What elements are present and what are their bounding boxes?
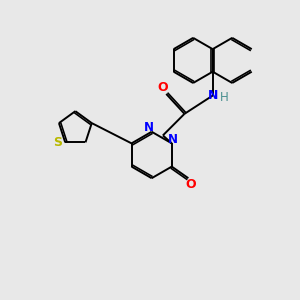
Text: N: N bbox=[167, 133, 177, 146]
Text: S: S bbox=[53, 136, 62, 149]
Text: O: O bbox=[158, 82, 168, 94]
Text: H: H bbox=[220, 91, 229, 104]
Text: N: N bbox=[144, 121, 154, 134]
Text: N: N bbox=[208, 89, 218, 102]
Text: O: O bbox=[186, 178, 196, 191]
